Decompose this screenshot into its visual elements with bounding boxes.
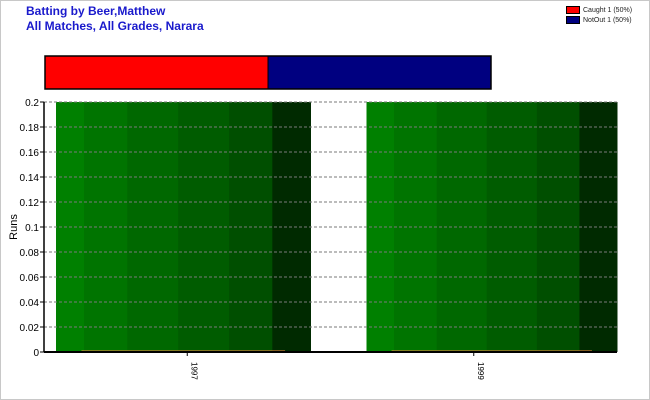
legend-item-notout: NotOut 1 (50%) [566,15,632,25]
legend-label-caught: Caught 1 (50%) [583,6,633,14]
chart-title: Batting by Beer,Matthew [26,4,166,18]
share-segment-notout [268,56,491,89]
x-tick-label-1997: 1997 [189,362,198,380]
y-tick-label-1: 0.02 [20,323,40,334]
share-segment-caught [45,56,268,89]
legend: Caught 1 (50%) NotOut 1 (50%) [566,5,632,25]
y-tick-label-3: 0.06 [20,273,40,284]
legend-label-notout: NotOut 1 (50%) [583,16,632,24]
y-tick-label-8: 0.16 [20,148,40,159]
y-tick-label-9: 0.18 [20,123,40,134]
legend-item-caught: Caught 1 (50%) [566,5,632,15]
y-tick-label-2: 0.04 [20,298,40,309]
legend-swatch-caught [566,6,580,14]
y-tick-label-7: 0.14 [20,173,40,184]
y-axis-label: Runs [8,214,20,240]
y-tick-label-5: 0.1 [25,223,39,234]
chart-subtitle: All Matches, All Grades, Narara [26,19,204,33]
y-tick-label-10: 0.2 [25,98,39,109]
legend-swatch-notout [566,16,580,24]
x-tick-label-1999: 1999 [476,362,485,380]
y-tick-label-6: 0.12 [20,198,40,209]
y-tick-label-4: 0.08 [20,248,40,259]
category-background-1999-band-4 [536,102,580,352]
y-tick-label-0: 0 [33,348,39,359]
